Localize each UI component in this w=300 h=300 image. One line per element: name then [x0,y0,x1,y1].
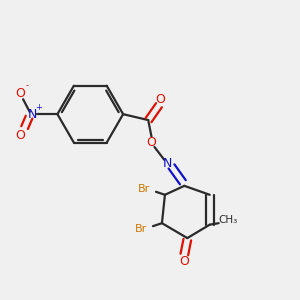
Text: +: + [35,103,42,112]
Text: N: N [163,157,172,170]
Text: -: - [26,81,29,90]
Text: O: O [15,129,25,142]
Text: O: O [147,136,156,149]
Text: O: O [179,256,189,268]
Text: O: O [155,93,165,106]
Text: O: O [15,87,25,100]
Text: Br: Br [138,184,150,194]
Text: CH₃: CH₃ [218,215,237,225]
Text: N: N [27,108,37,121]
Text: Br: Br [135,224,147,234]
